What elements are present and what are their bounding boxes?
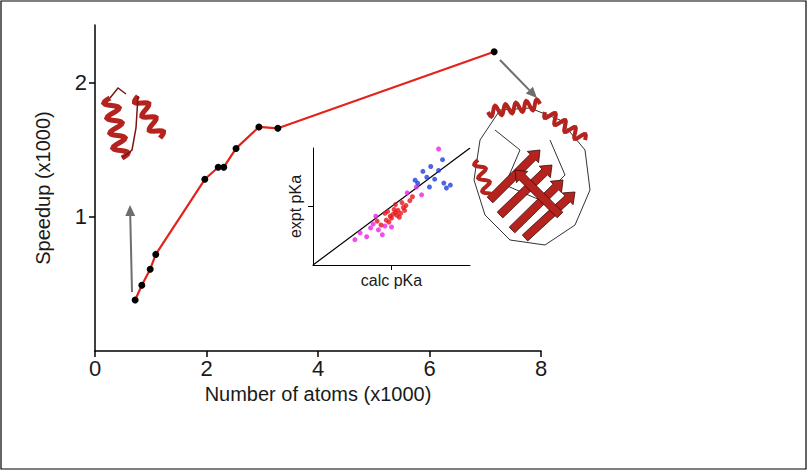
svg-text:0: 0 bbox=[89, 356, 101, 381]
svg-text:expt pKa: expt pKa bbox=[287, 175, 304, 238]
svg-text:4: 4 bbox=[312, 356, 324, 381]
svg-text:calc pKa: calc pKa bbox=[361, 272, 422, 289]
svg-text:Number of atoms (x1000): Number of atoms (x1000) bbox=[205, 383, 432, 405]
svg-text:2: 2 bbox=[75, 70, 87, 95]
svg-text:8: 8 bbox=[535, 356, 547, 381]
svg-text:1: 1 bbox=[75, 204, 87, 229]
svg-text:2: 2 bbox=[200, 356, 212, 381]
svg-text:6: 6 bbox=[423, 356, 435, 381]
svg-text:Speedup (x1000): Speedup (x1000) bbox=[32, 111, 54, 264]
